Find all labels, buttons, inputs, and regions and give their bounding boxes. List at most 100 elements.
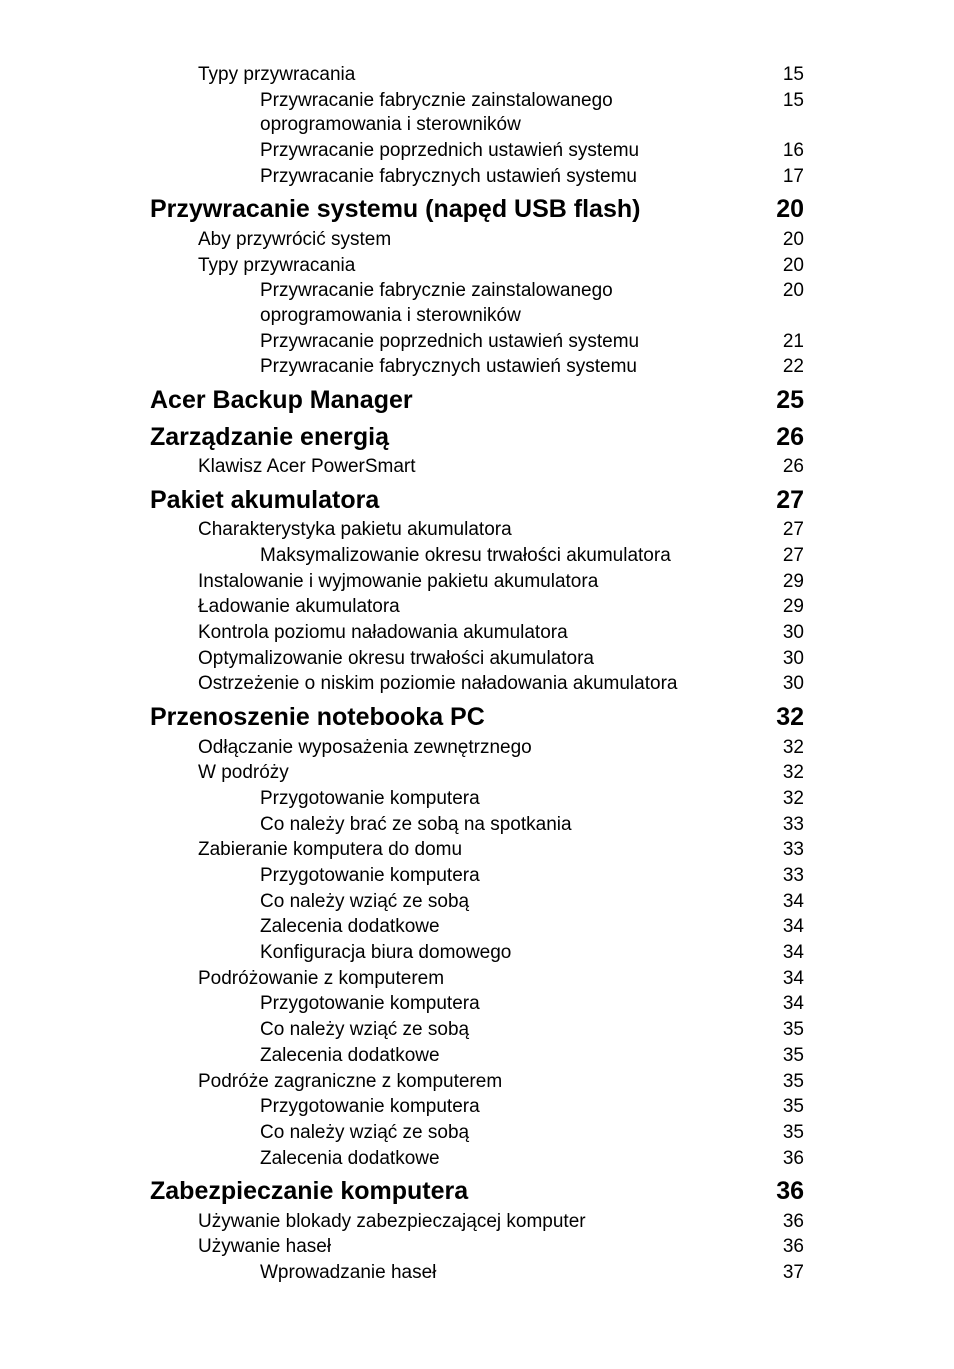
toc-entry-page: 36 xyxy=(764,1175,804,1208)
toc-entry[interactable]: Używanie blokady zabezpieczającej komput… xyxy=(150,1210,804,1235)
toc-entry-label: Co należy wziąć ze sobą xyxy=(260,1018,764,1043)
toc-entry-page: 32 xyxy=(764,761,804,786)
toc-entry[interactable]: Zalecenia dodatkowe35 xyxy=(150,1044,804,1069)
toc-entry[interactable]: Ładowanie akumulatora29 xyxy=(150,595,804,620)
toc-entry-label: Przywracanie fabrycznie zainstalowanego … xyxy=(260,89,764,138)
toc-entry-label: Przygotowanie komputera xyxy=(260,1095,764,1120)
toc-entry[interactable]: Wprowadzanie haseł37 xyxy=(150,1261,804,1286)
toc-entry-page: 35 xyxy=(764,1095,804,1120)
toc-entry-page: 20 xyxy=(764,254,804,279)
toc-entry-page: 34 xyxy=(764,915,804,940)
toc-entry-page: 29 xyxy=(764,595,804,620)
toc-entry-page: 30 xyxy=(764,621,804,646)
toc-entry[interactable]: Co należy wziąć ze sobą34 xyxy=(150,890,804,915)
toc-entry[interactable]: Przywracanie fabrycznych ustawień system… xyxy=(150,355,804,380)
toc-entry[interactable]: Instalowanie i wyjmowanie pakietu akumul… xyxy=(150,570,804,595)
toc-entry-label: Zabieranie komputera do domu xyxy=(198,838,764,863)
toc-entry-page: 34 xyxy=(764,890,804,915)
toc-entry[interactable]: Co należy brać ze sobą na spotkania33 xyxy=(150,813,804,838)
toc-entry-label: Przywracanie poprzednich ustawień system… xyxy=(260,330,764,355)
toc-entry-page: 34 xyxy=(764,967,804,992)
toc-entry[interactable]: Przywracanie systemu (napęd USB flash)20 xyxy=(150,193,804,226)
toc-entry-label: Odłączanie wyposażenia zewnętrznego xyxy=(198,736,764,761)
toc-entry-label: Przywracanie systemu (napęd USB flash) xyxy=(150,193,764,226)
toc-entry[interactable]: Przenoszenie notebooka PC32 xyxy=(150,701,804,734)
toc-entry-label: Podróżowanie z komputerem xyxy=(198,967,764,992)
toc-entry[interactable]: Zabieranie komputera do domu33 xyxy=(150,838,804,863)
toc-entry[interactable]: Zalecenia dodatkowe36 xyxy=(150,1147,804,1172)
toc-entry-label: Aby przywrócić system xyxy=(198,228,764,253)
toc-entry[interactable]: Ostrzeżenie o niskim poziomie naładowani… xyxy=(150,672,804,697)
toc-entry[interactable]: Przygotowanie komputera34 xyxy=(150,992,804,1017)
toc-entry-page: 20 xyxy=(764,279,804,304)
toc-entry-page: 32 xyxy=(764,701,804,734)
toc-entry-label: Zalecenia dodatkowe xyxy=(260,915,764,940)
toc-page: Typy przywracania15Przywracanie fabryczn… xyxy=(0,0,954,1369)
toc-entry-page: 20 xyxy=(764,193,804,226)
toc-entry-label: Podróże zagraniczne z komputerem xyxy=(198,1070,764,1095)
toc-entry-label: W podróży xyxy=(198,761,764,786)
toc-entry[interactable]: Co należy wziąć ze sobą35 xyxy=(150,1018,804,1043)
toc-entry-page: 27 xyxy=(764,544,804,569)
toc-entry[interactable]: Przygotowanie komputera35 xyxy=(150,1095,804,1120)
toc-entry[interactable]: Typy przywracania20 xyxy=(150,254,804,279)
toc-entry-page: 30 xyxy=(764,647,804,672)
toc-entry-label: Zalecenia dodatkowe xyxy=(260,1044,764,1069)
toc-entry-label: Co należy wziąć ze sobą xyxy=(260,890,764,915)
toc-entry[interactable]: Zarządzanie energią26 xyxy=(150,421,804,454)
toc-entry-page: 36 xyxy=(764,1210,804,1235)
toc-entry[interactable]: Acer Backup Manager25 xyxy=(150,384,804,417)
toc-entry[interactable]: Zabezpieczanie komputera36 xyxy=(150,1175,804,1208)
toc-entry-label: Typy przywracania xyxy=(198,63,764,88)
toc-entry-page: 33 xyxy=(764,838,804,863)
toc-entry-label: Instalowanie i wyjmowanie pakietu akumul… xyxy=(198,570,764,595)
toc-entry-label: Acer Backup Manager xyxy=(150,384,764,417)
toc-entry-page: 27 xyxy=(764,518,804,543)
toc-entry[interactable]: Przywracanie fabrycznie zainstalowanego … xyxy=(150,279,804,328)
toc-entry[interactable]: Przywracanie poprzednich ustawień system… xyxy=(150,139,804,164)
toc-entry-label: Typy przywracania xyxy=(198,254,764,279)
toc-entry[interactable]: Typy przywracania15 xyxy=(150,63,804,88)
toc-entry-page: 26 xyxy=(764,455,804,480)
toc-entry[interactable]: Pakiet akumulatora27 xyxy=(150,484,804,517)
toc-entry[interactable]: Co należy wziąć ze sobą35 xyxy=(150,1121,804,1146)
toc-entry[interactable]: Charakterystyka pakietu akumulatora27 xyxy=(150,518,804,543)
toc-entry[interactable]: Przygotowanie komputera33 xyxy=(150,864,804,889)
toc-entry-label: Przywracanie fabrycznie zainstalowanego … xyxy=(260,279,764,328)
toc-entry-label: Ładowanie akumulatora xyxy=(198,595,764,620)
toc-entry-label: Przywracanie fabrycznych ustawień system… xyxy=(260,165,764,190)
toc-entry[interactable]: Przygotowanie komputera32 xyxy=(150,787,804,812)
toc-entry-label: Przywracanie fabrycznych ustawień system… xyxy=(260,355,764,380)
toc-entry[interactable]: Przywracanie poprzednich ustawień system… xyxy=(150,330,804,355)
toc-entry[interactable]: Zalecenia dodatkowe34 xyxy=(150,915,804,940)
toc-entry-label: Używanie haseł xyxy=(198,1235,764,1260)
toc-entry[interactable]: Podróżowanie z komputerem34 xyxy=(150,967,804,992)
toc-entry-page: 35 xyxy=(764,1044,804,1069)
toc-entry-page: 16 xyxy=(764,139,804,164)
toc-entry[interactable]: W podróży32 xyxy=(150,761,804,786)
toc-entry[interactable]: Klawisz Acer PowerSmart26 xyxy=(150,455,804,480)
toc-entry[interactable]: Kontrola poziomu naładowania akumulatora… xyxy=(150,621,804,646)
toc-entry-page: 32 xyxy=(764,787,804,812)
toc-entry[interactable]: Konfiguracja biura domowego34 xyxy=(150,941,804,966)
toc-entry-page: 35 xyxy=(764,1070,804,1095)
toc-entry-label: Przenoszenie notebooka PC xyxy=(150,701,764,734)
toc-entry-page: 29 xyxy=(764,570,804,595)
toc-entry[interactable]: Podróże zagraniczne z komputerem35 xyxy=(150,1070,804,1095)
toc-entry-label: Konfiguracja biura domowego xyxy=(260,941,764,966)
toc-entry-page: 36 xyxy=(764,1235,804,1260)
toc-entry-page: 35 xyxy=(764,1121,804,1146)
toc-entry[interactable]: Używanie haseł36 xyxy=(150,1235,804,1260)
toc-entry-label: Klawisz Acer PowerSmart xyxy=(198,455,764,480)
toc-entry-page: 33 xyxy=(764,864,804,889)
toc-entry[interactable]: Maksymalizowanie okresu trwałości akumul… xyxy=(150,544,804,569)
toc-entry[interactable]: Odłączanie wyposażenia zewnętrznego32 xyxy=(150,736,804,761)
toc-entry-page: 33 xyxy=(764,813,804,838)
toc-entry[interactable]: Przywracanie fabrycznie zainstalowanego … xyxy=(150,89,804,138)
toc-entry-label: Wprowadzanie haseł xyxy=(260,1261,764,1286)
toc-entry[interactable]: Aby przywrócić system20 xyxy=(150,228,804,253)
toc-entry-page: 34 xyxy=(764,941,804,966)
toc-entry[interactable]: Optymalizowanie okresu trwałości akumula… xyxy=(150,647,804,672)
toc-entry[interactable]: Przywracanie fabrycznych ustawień system… xyxy=(150,165,804,190)
toc-entry-page: 36 xyxy=(764,1147,804,1172)
